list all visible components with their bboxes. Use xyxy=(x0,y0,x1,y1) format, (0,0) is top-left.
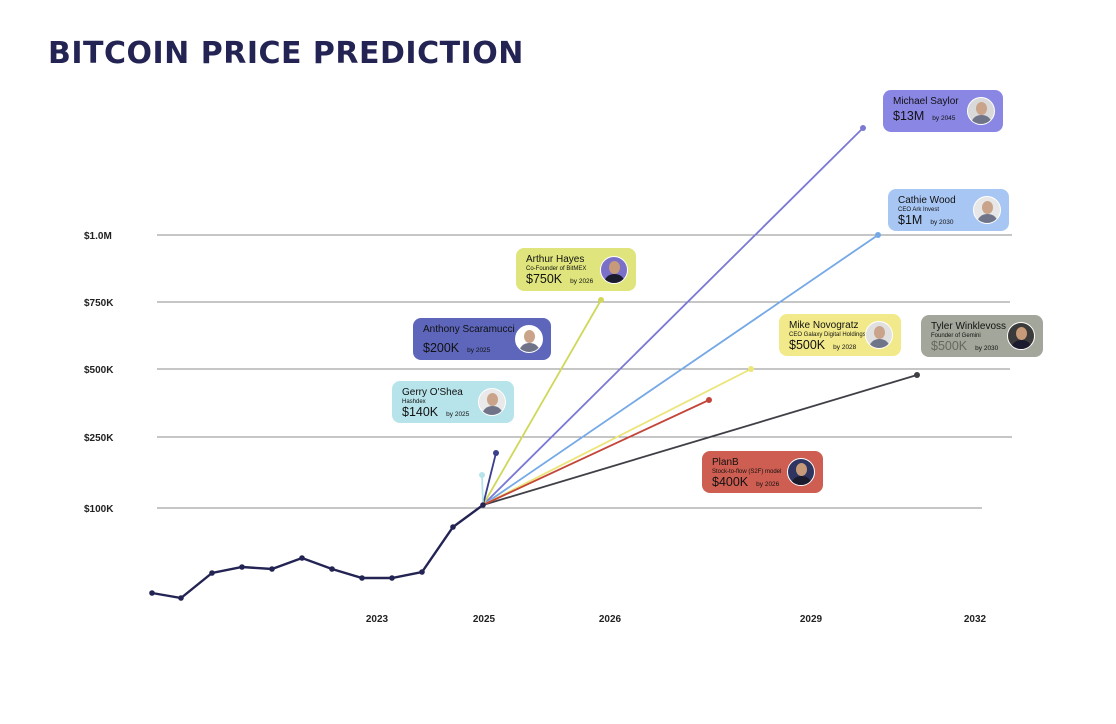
prediction-point xyxy=(598,297,604,303)
card-anthony-scaramucci: Anthony Scaramucci $200K by 2025 xyxy=(413,318,551,360)
history-path xyxy=(151,504,484,600)
history-point xyxy=(178,595,184,601)
prediction-line xyxy=(482,234,879,506)
card-role: Founder of Gemini xyxy=(931,333,981,339)
person-avatar-icon xyxy=(1007,322,1035,350)
card-price: $400K xyxy=(712,475,749,489)
prediction-line xyxy=(482,368,752,506)
history-point xyxy=(239,564,245,570)
history-point xyxy=(329,566,335,572)
y-tick-label: $1.0M xyxy=(84,231,112,242)
prediction-line xyxy=(482,299,602,506)
card-price: $750K xyxy=(526,272,563,286)
y-tick-label: $500K xyxy=(84,365,114,376)
x-tick-label: 2026 xyxy=(599,614,622,625)
y-tick-label: $250K xyxy=(84,433,114,444)
card-price: $13M xyxy=(893,109,925,123)
prediction-point xyxy=(875,232,881,238)
history-line xyxy=(149,502,486,601)
card-price: $1M xyxy=(898,213,923,227)
card-planb: PlanB Stock-to-flow (S2F) model $400K by … xyxy=(702,451,823,493)
card-role: CEO Galaxy Digital Holdings xyxy=(789,332,866,338)
history-point xyxy=(450,524,456,530)
person-avatar-icon xyxy=(515,325,543,353)
prediction-line xyxy=(481,474,484,506)
card-role: Hashdex xyxy=(402,399,426,405)
card-name: Tyler Winklevoss xyxy=(931,321,1007,332)
history-point xyxy=(419,569,425,575)
card-by: by 2045 xyxy=(932,115,956,122)
card-gerry-oshea: Gerry O'Shea Hashdex $140K by 2025 xyxy=(392,381,514,423)
card-by: by 2030 xyxy=(930,219,954,226)
y-tick-label: $100K xyxy=(84,504,114,515)
history-point xyxy=(480,502,486,508)
prediction-line xyxy=(482,399,710,506)
history-point xyxy=(359,575,365,581)
prediction-point xyxy=(493,450,499,456)
person-avatar-icon xyxy=(478,388,506,416)
x-tick-label: 2029 xyxy=(800,614,823,625)
x-tick-label: 2025 xyxy=(473,614,496,625)
prediction-point xyxy=(706,397,712,403)
history-point xyxy=(149,590,155,596)
x-tick-label: 2023 xyxy=(366,614,389,625)
card-name: Arthur Hayes xyxy=(526,254,585,265)
person-avatar-icon xyxy=(600,255,628,284)
history-point xyxy=(299,555,305,561)
y-tick-labels: $100K $250K $500K $750K $1.0M xyxy=(84,231,114,515)
x-tick-labels: 2023 2025 2026 2029 2032 xyxy=(366,614,987,625)
prediction-lines xyxy=(479,125,920,506)
card-by: by 2026 xyxy=(756,481,780,488)
person-avatar-icon xyxy=(967,97,995,125)
page-title: BITCOIN PRICE PREDICTION xyxy=(48,36,524,71)
card-name: Gerry O'Shea xyxy=(402,387,463,398)
grid-lines xyxy=(157,234,1012,509)
card-mike-novogratz: Mike Novogratz CEO Galaxy Digital Holdin… xyxy=(779,314,901,356)
card-name: Mike Novogratz xyxy=(789,320,859,331)
card-name: Anthony Scaramucci xyxy=(423,324,515,335)
card-arthur-hayes: Arthur Hayes Co-Founder of BitMEX $750K b… xyxy=(516,248,636,291)
card-price: $140K xyxy=(402,405,439,419)
card-name: Cathie Wood xyxy=(898,195,956,206)
prediction-point xyxy=(479,472,485,478)
history-point xyxy=(209,570,215,576)
prediction-point xyxy=(748,366,754,372)
person-avatar-icon xyxy=(973,196,1001,224)
card-role: CEO Ark Invest xyxy=(898,207,940,213)
card-by: by 2025 xyxy=(467,347,491,354)
card-name: PlanB xyxy=(712,457,739,468)
card-by: by 2026 xyxy=(570,278,594,285)
prediction-line xyxy=(482,127,864,506)
x-tick-label: 2032 xyxy=(964,614,987,625)
card-by: by 2025 xyxy=(446,411,470,418)
card-cathie-wood: Cathie Wood CEO Ark Invest $1M by 2030 xyxy=(888,189,1009,231)
card-michael-saylor: Michael Saylor $13M by 2045 xyxy=(883,90,1003,132)
prediction-point xyxy=(860,125,866,131)
card-price: $500K xyxy=(931,339,968,353)
card-role: Stock-to-flow (S2F) model xyxy=(712,469,782,475)
card-tyler-winklevoss: Tyler Winklevoss Founder of Gemini $500K… xyxy=(921,315,1043,357)
person-avatar-icon xyxy=(865,321,893,349)
card-by: by 2030 xyxy=(975,345,999,352)
history-point xyxy=(389,575,395,581)
card-by: by 2028 xyxy=(833,344,857,351)
card-price: $200K xyxy=(423,341,460,355)
prediction-point xyxy=(914,372,920,378)
cap-avatar-icon xyxy=(787,458,815,486)
card-price: $500K xyxy=(789,338,826,352)
card-name: Michael Saylor xyxy=(893,96,959,107)
prediction-line xyxy=(482,374,918,506)
card-role: Co-Founder of BitMEX xyxy=(526,266,587,272)
history-point xyxy=(269,566,275,572)
prediction-line xyxy=(482,452,497,506)
y-tick-label: $750K xyxy=(84,298,114,309)
